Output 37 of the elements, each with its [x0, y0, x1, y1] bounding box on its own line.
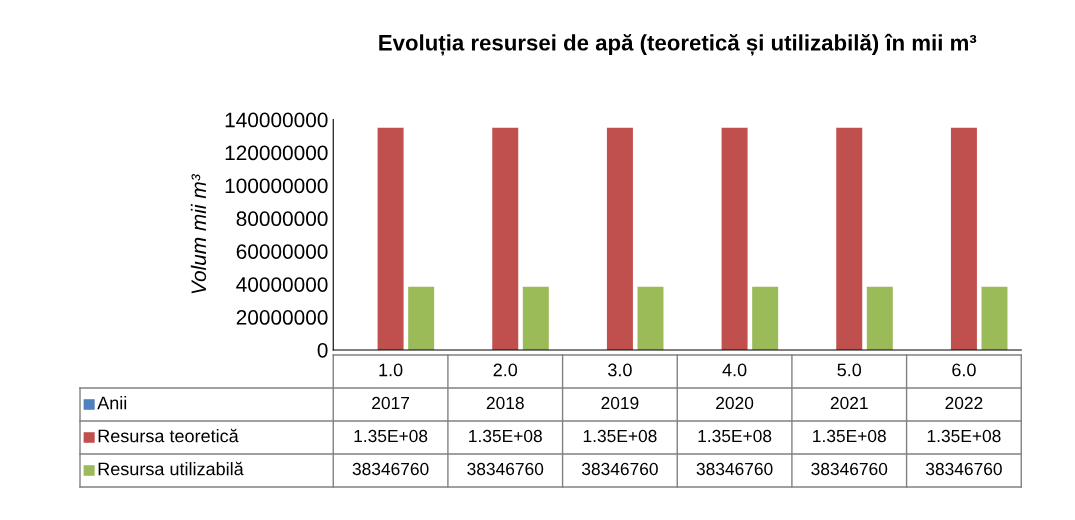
- data-label: 1.35E+08: [469, 429, 542, 443]
- data-label: 38346760: [811, 462, 888, 476]
- y-tick-label: 20000000: [236, 310, 328, 325]
- y-tick-label: 140000000: [225, 112, 328, 128]
- data-label: 38346760: [925, 462, 1002, 476]
- y-tick-label: 80000000: [236, 211, 328, 227]
- data-label: 1.35E+08: [813, 429, 886, 443]
- x-tick-label: 3.0: [608, 363, 632, 377]
- data-label: 1.35E+08: [927, 429, 1001, 443]
- x-tick-label: 6.0: [952, 363, 976, 377]
- data-label: 38346760: [467, 462, 544, 476]
- data-label: 38346760: [352, 462, 429, 476]
- y-axis-title: Volum mii m³: [190, 173, 207, 294]
- x-tick-label: 5.0: [837, 363, 862, 377]
- data-label: 1.35E+08: [698, 429, 772, 443]
- data-label: 2018: [486, 396, 524, 410]
- x-tick-label: 1.0: [379, 363, 403, 377]
- legend-label: Resursa utilizabilă: [98, 461, 244, 476]
- data-label: 1.35E+08: [354, 429, 428, 443]
- y-tick-label: 40000000: [236, 277, 328, 292]
- data-label: 2022: [945, 396, 983, 410]
- x-tick-label: 2.0: [493, 363, 518, 377]
- data-label: 2021: [830, 396, 868, 410]
- y-tick-label: 60000000: [236, 244, 328, 259]
- x-tick-label: 4.0: [722, 363, 747, 377]
- legend-label: Anii: [97, 396, 127, 410]
- y-tick-label: 120000000: [225, 145, 328, 161]
- data-label: 1.35E+08: [583, 429, 657, 443]
- y-tick-label: 100000000: [225, 178, 328, 194]
- data-label: 2017: [372, 396, 410, 410]
- data-label: 2019: [601, 396, 639, 410]
- data-label: 2020: [716, 396, 754, 410]
- data-label: 38346760: [581, 462, 658, 476]
- chart-title: Evoluția resursei de apă (teoretică și utilizabilă) în mii m³: [379, 33, 977, 56]
- data-label: 38346760: [696, 462, 773, 476]
- legend-label: Resursa teoretică: [98, 428, 239, 443]
- y-tick-label: 0: [317, 342, 328, 358]
